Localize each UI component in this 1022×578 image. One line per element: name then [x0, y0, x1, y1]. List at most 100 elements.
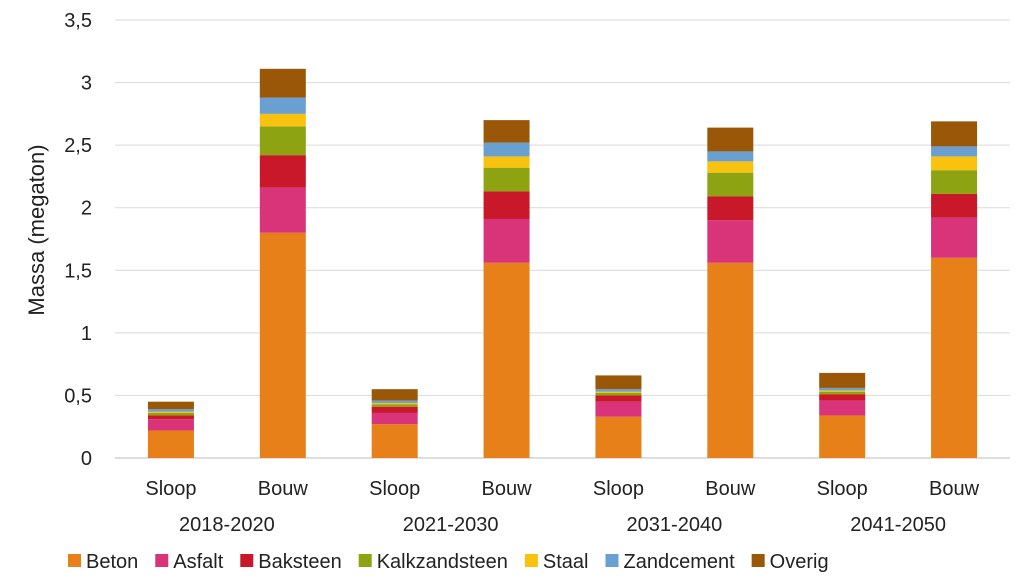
bar-segment	[483, 218, 530, 263]
legend-item: Beton	[68, 551, 138, 573]
bar-segment	[371, 412, 418, 425]
bar-segment	[371, 400, 418, 403]
bar-segment	[259, 126, 306, 156]
bar-segment	[819, 394, 866, 401]
bar-segment	[147, 419, 194, 431]
bar-segment	[483, 120, 530, 143]
x-axis-groups: 2018-2020 2021-2030 2031-2040 2041-2050	[179, 514, 946, 536]
y-tick-label: 2	[81, 198, 92, 220]
bar-segment	[595, 389, 642, 392]
bar-segment	[595, 392, 642, 396]
x-tick-label: Bouw	[258, 478, 309, 500]
bar-segment	[371, 424, 418, 458]
bar-segment	[147, 409, 194, 412]
bar-segment	[259, 187, 306, 233]
legend-swatch	[524, 554, 538, 567]
bar-segment	[931, 257, 978, 458]
bar-segment	[931, 146, 978, 157]
bar-segment	[707, 262, 754, 458]
legend-swatch	[155, 554, 169, 567]
y-tick-label: 3	[81, 73, 92, 95]
bar-segment	[147, 415, 194, 420]
bar-segment	[707, 127, 754, 152]
bar-segment	[707, 151, 754, 162]
bar-segment	[931, 217, 978, 258]
y-tick-label: 0	[81, 448, 92, 470]
bar-segment	[147, 411, 194, 413]
y-axis-ticks: 0 0,5 1 1,5 2 2,5 3 3,5	[64, 10, 92, 470]
bar-segment	[483, 156, 530, 168]
y-tick-label: 1,5	[64, 260, 92, 282]
bar-segment	[707, 172, 754, 197]
legend-label: Overig	[770, 551, 829, 573]
bar-segment	[595, 391, 642, 393]
bar-segment	[259, 155, 306, 188]
legend-item: Kalkzandsteen	[358, 551, 508, 573]
x-group-label: 2018-2020	[179, 514, 275, 536]
legend-label: Staal	[543, 551, 589, 573]
bar-segment	[147, 412, 194, 416]
x-group-label: 2031-2040	[627, 514, 723, 536]
bar-segment	[707, 220, 754, 263]
y-tick-label: 1	[81, 323, 92, 345]
bar-segment	[595, 401, 642, 417]
y-tick-label: 3,5	[64, 10, 92, 32]
legend: Beton Asfalt Baksteen Kalkzandsteen Staal Zan…	[68, 551, 829, 573]
bar-segment	[371, 406, 418, 413]
y-tick-label: 2,5	[64, 135, 92, 157]
bar-segment	[931, 156, 978, 171]
bar-segment	[819, 391, 866, 395]
legend-item: Baksteen	[240, 551, 342, 573]
bar-segment	[483, 262, 530, 458]
bar-segment	[595, 416, 642, 458]
x-tick-label: Bouw	[482, 478, 533, 500]
legend-item: Staal	[524, 551, 589, 573]
bar-segment	[819, 415, 866, 458]
x-tick-label: Sloop	[369, 478, 420, 500]
legend-label: Baksteen	[258, 551, 341, 573]
bar-segment	[931, 121, 978, 147]
legend-swatch	[68, 554, 81, 567]
bar-segment	[819, 387, 866, 391]
bar-segment	[259, 97, 306, 114]
legend-swatch	[605, 554, 619, 567]
y-axis-title: Massa (megaton)	[24, 144, 49, 315]
bar-segment	[483, 142, 530, 157]
x-group-label: 2021-2030	[403, 514, 499, 536]
bar-segment	[371, 404, 418, 407]
legend-label: Asfalt	[173, 551, 223, 573]
bar-segment	[371, 389, 418, 401]
bar-segment	[819, 400, 866, 416]
bar-segment	[483, 191, 530, 219]
bars	[147, 68, 978, 458]
bar-segment	[931, 193, 978, 218]
bar-segment	[259, 68, 306, 98]
y-tick-label: 0,5	[64, 385, 92, 407]
bar-segment	[819, 372, 866, 388]
bar-segment	[819, 390, 866, 392]
legend-label: Kalkzandsteen	[377, 551, 508, 573]
x-tick-label: Sloop	[817, 478, 868, 500]
bar-segment	[707, 196, 754, 221]
bar-segment	[147, 401, 194, 410]
bar-segment	[595, 395, 642, 402]
bar-segment	[707, 161, 754, 173]
legend-label: Zandcement	[623, 551, 735, 573]
legend-swatch	[751, 554, 765, 567]
x-tick-label: Sloop	[145, 478, 196, 500]
x-tick-label: Bouw	[705, 478, 756, 500]
bar-segment	[259, 113, 306, 127]
x-group-label: 2041-2050	[850, 514, 946, 536]
legend-item: Asfalt	[155, 551, 224, 573]
gridlines	[115, 19, 1010, 459]
x-tick-label: Sloop	[593, 478, 644, 500]
bar-segment	[259, 232, 306, 458]
bar-segment	[371, 402, 418, 405]
bar-segment	[483, 167, 530, 192]
bar-segment	[931, 170, 978, 194]
bar-segment	[595, 375, 642, 390]
bar-segment	[147, 430, 194, 458]
legend-label: Beton	[86, 551, 138, 573]
legend-swatch	[358, 554, 372, 567]
